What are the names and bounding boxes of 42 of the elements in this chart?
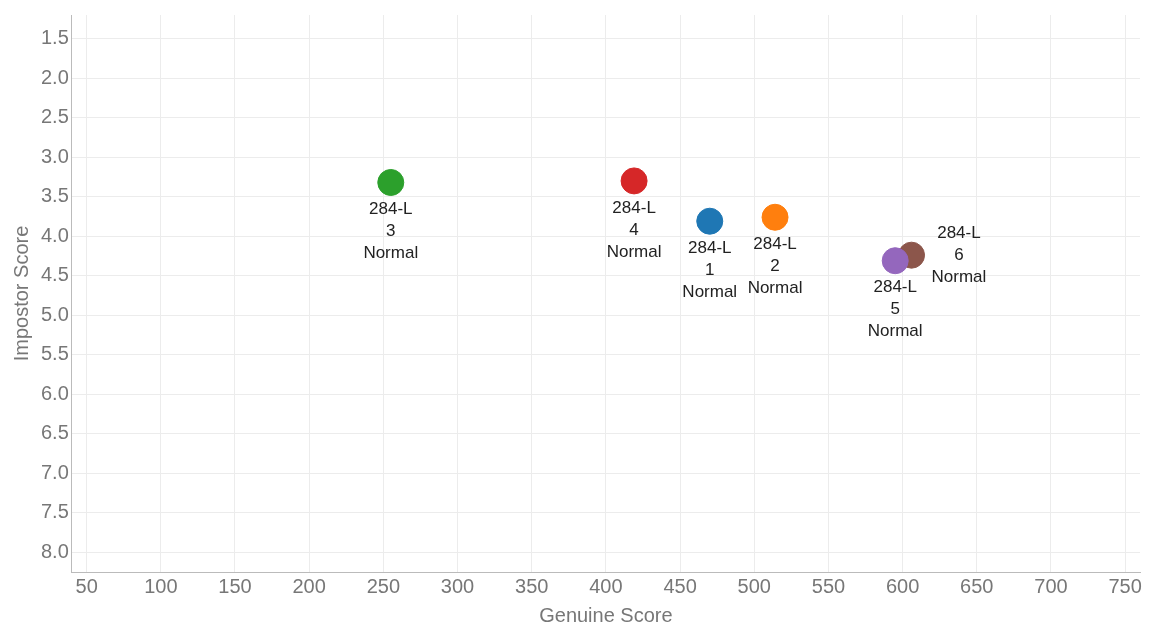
x-tick-label: 350: [515, 574, 549, 597]
y-tick-label: 4.0: [40, 223, 69, 246]
y-axis-title: Impostor Score: [9, 225, 32, 362]
annotation: 284-L 4 Normal: [606, 197, 662, 261]
y-tick-label: 4.5: [40, 263, 69, 286]
x-tick-label: 200: [292, 574, 326, 597]
x-tick-label: 150: [218, 574, 252, 597]
x-tick-label: 400: [589, 574, 623, 597]
y-tick-label: 1.5: [40, 26, 69, 49]
point: [761, 203, 789, 231]
x-tick-label: 250: [366, 574, 401, 597]
x-tick-label: 750: [1108, 574, 1142, 597]
y-tick-label: 7.5: [40, 500, 69, 523]
y-tick-label: 5.5: [40, 342, 69, 365]
x-tick-label: 600: [885, 574, 920, 597]
y-tick-label: 6.0: [40, 381, 69, 404]
x-axis-title: Genuine Score: [539, 603, 673, 626]
y-tick-label: 3.5: [40, 184, 69, 207]
y-tick-label: 8.0: [40, 539, 69, 562]
annotation: 284-L 6 Normal: [931, 222, 987, 286]
x-tick-label: 450: [663, 574, 697, 597]
y-tick-label: 3.0: [40, 144, 69, 167]
y-tick-label: 2.0: [40, 65, 69, 88]
annotation: 284-L 5 Normal: [867, 277, 923, 341]
x-tick-label: 700: [1034, 574, 1068, 597]
x-tick-label: 300: [440, 574, 475, 597]
x-tick-label: 50: [75, 574, 98, 597]
annotation: 284-L 1 Normal: [682, 237, 738, 301]
x-tick-label: 550: [811, 574, 846, 597]
point: [696, 207, 724, 235]
point: [881, 247, 909, 275]
point: [620, 167, 648, 195]
point: [377, 169, 405, 196]
y-tick-label: 5.0: [40, 302, 69, 325]
annotation: 284-L 3 Normal: [363, 199, 419, 263]
y-tick-label: 2.5: [40, 105, 69, 128]
x-tick-label: 500: [737, 574, 771, 597]
x-tick-label: 650: [960, 574, 994, 597]
y-tick-label: 7.0: [40, 460, 69, 483]
y-tick-label: 6.5: [40, 421, 69, 444]
x-tick-label: 100: [144, 574, 178, 597]
annotation: 284-L 2 Normal: [747, 233, 803, 297]
